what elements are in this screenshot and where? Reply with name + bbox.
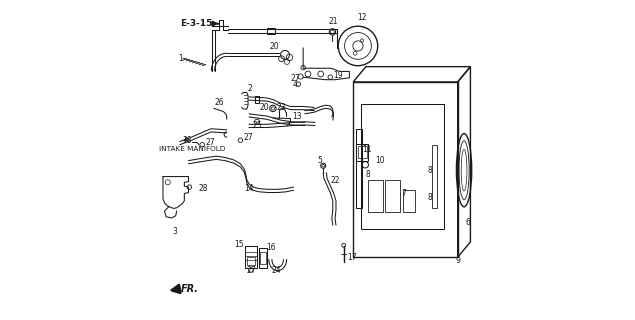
Text: 26: 26: [215, 98, 224, 107]
Text: 6: 6: [465, 218, 470, 227]
Text: 12: 12: [358, 13, 367, 22]
Text: 10: 10: [375, 156, 384, 165]
Text: 13: 13: [292, 112, 302, 121]
Bar: [356, 144, 368, 161]
Bar: [368, 180, 383, 212]
Text: 3: 3: [172, 227, 177, 236]
Bar: [403, 190, 415, 212]
Bar: [358, 146, 366, 158]
Text: 8: 8: [427, 193, 432, 202]
Text: 2: 2: [248, 84, 252, 92]
Text: 27: 27: [291, 74, 300, 83]
Text: 17: 17: [347, 253, 356, 262]
Text: 25: 25: [252, 121, 262, 130]
Text: 27: 27: [205, 138, 215, 147]
Text: INTAKE MANIFOLD: INTAKE MANIFOLD: [159, 146, 225, 152]
Text: 15: 15: [234, 240, 244, 249]
Text: 24: 24: [272, 266, 281, 275]
Text: 9: 9: [455, 256, 460, 265]
Bar: [361, 104, 444, 228]
Text: 20: 20: [269, 42, 279, 51]
Text: 5: 5: [318, 156, 323, 165]
Text: 28: 28: [198, 184, 208, 193]
Text: 8: 8: [427, 166, 432, 175]
Text: 7: 7: [401, 189, 406, 198]
Bar: [385, 180, 400, 212]
Text: 21: 21: [328, 17, 338, 26]
Text: 19: 19: [333, 71, 342, 80]
Text: 14: 14: [244, 184, 254, 193]
Bar: [247, 257, 255, 265]
Text: 11: 11: [362, 145, 371, 154]
Text: 4: 4: [293, 80, 298, 89]
Bar: [267, 28, 276, 34]
Text: 8: 8: [366, 170, 370, 179]
Bar: [260, 252, 266, 264]
Text: 22: 22: [330, 176, 340, 185]
Text: 1: 1: [178, 54, 183, 63]
Bar: [432, 145, 437, 208]
Text: 18: 18: [182, 136, 192, 145]
Bar: [353, 82, 458, 257]
Text: 27: 27: [246, 266, 256, 275]
Bar: [255, 96, 259, 103]
Bar: [258, 248, 267, 268]
Bar: [245, 246, 257, 268]
Text: 20: 20: [260, 103, 269, 112]
Text: 16: 16: [267, 243, 276, 252]
Text: 27: 27: [244, 133, 253, 142]
Bar: [356, 129, 362, 208]
Text: FR.: FR.: [181, 284, 199, 294]
Text: E-3-15: E-3-15: [180, 19, 213, 28]
Text: 23: 23: [277, 103, 286, 112]
